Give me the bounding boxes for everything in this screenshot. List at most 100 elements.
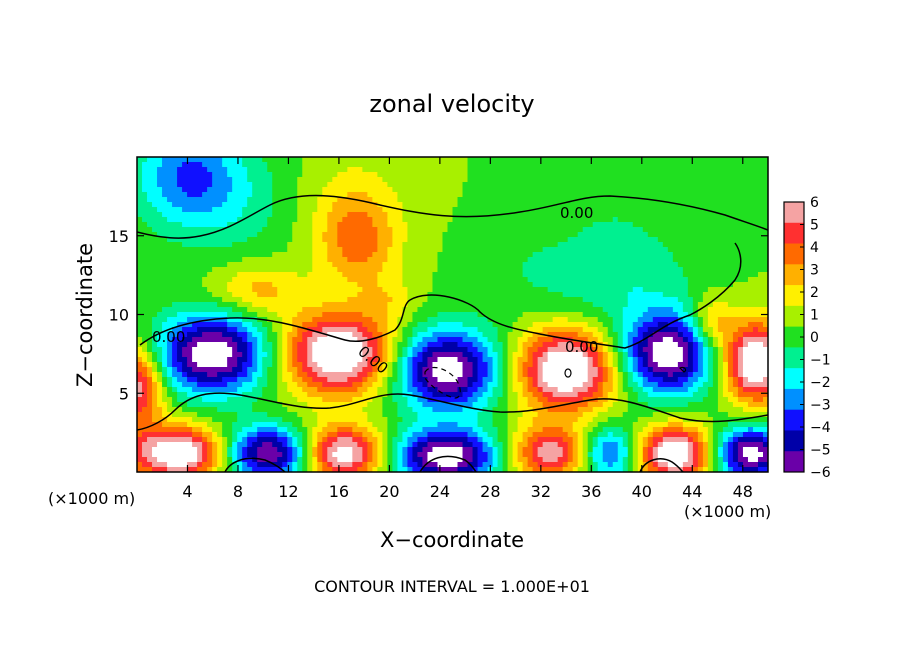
heat-cell — [607, 302, 614, 308]
heat-cell — [427, 302, 434, 308]
heat-cell — [437, 297, 444, 303]
heat-cell — [252, 207, 258, 213]
heat-cell — [167, 222, 173, 228]
heat-cell — [277, 262, 283, 268]
heat-cell — [477, 157, 484, 163]
heat-cell — [617, 297, 624, 303]
heat-cell — [152, 337, 158, 343]
heat-cell — [182, 272, 188, 278]
heat-cell — [162, 227, 168, 233]
heat-cell — [247, 327, 253, 333]
heat-cell — [277, 347, 283, 353]
heat-cell — [332, 227, 338, 233]
heat-cell — [392, 187, 399, 193]
heat-cell — [672, 202, 679, 208]
heat-cell — [207, 237, 213, 243]
heat-cell — [227, 282, 233, 288]
heat-cell — [352, 317, 358, 323]
heat-cell — [662, 162, 669, 168]
heat-cell — [467, 352, 474, 358]
heat-cell — [747, 292, 754, 298]
heat-cell — [382, 247, 388, 253]
heat-cell — [597, 297, 604, 303]
heat-cell — [427, 232, 434, 238]
heat-cell — [552, 287, 559, 293]
heat-cell — [417, 212, 424, 218]
heat-cell — [337, 242, 343, 248]
heat-cell — [512, 202, 519, 208]
heat-cell — [322, 232, 328, 238]
heat-cell — [662, 297, 669, 303]
heat-cell — [417, 182, 424, 188]
heat-cell — [157, 342, 163, 348]
heat-cell — [307, 322, 313, 328]
heat-cell — [297, 207, 303, 213]
heat-cell — [732, 162, 739, 168]
heat-cell — [662, 282, 669, 288]
heat-cell — [532, 327, 539, 333]
heat-cell — [562, 292, 569, 298]
heat-cell — [462, 252, 469, 258]
heat-cell — [562, 167, 569, 173]
heat-cell — [692, 262, 699, 268]
heat-cell — [582, 267, 589, 273]
heat-cell — [152, 342, 158, 348]
heat-cell — [327, 222, 333, 228]
heat-cell — [547, 342, 554, 348]
heat-cell — [522, 222, 529, 228]
heat-cell — [382, 292, 388, 298]
heat-cell — [382, 187, 388, 193]
heat-cell — [287, 347, 293, 353]
heat-cell — [177, 262, 183, 268]
heat-cell — [167, 312, 173, 318]
heat-cell — [712, 217, 719, 223]
heat-cell — [587, 267, 594, 273]
heat-cell — [292, 272, 298, 278]
heat-cell — [457, 262, 464, 268]
heat-cell — [672, 177, 679, 183]
heat-cell — [507, 337, 514, 343]
heat-cell — [207, 352, 213, 358]
heat-cell — [147, 172, 153, 178]
heat-cell — [442, 247, 449, 253]
heat-cell — [732, 342, 739, 348]
heat-cell — [587, 292, 594, 298]
heat-cell — [442, 162, 449, 168]
heat-cell — [317, 277, 323, 283]
heat-cell — [592, 277, 599, 283]
heat-cell — [632, 297, 639, 303]
heat-cell — [472, 272, 479, 278]
heat-cell — [397, 347, 404, 353]
heat-cell — [452, 322, 459, 328]
heat-cell — [387, 167, 394, 173]
heat-cell — [197, 277, 203, 283]
heat-cell — [642, 172, 649, 178]
heat-cell — [642, 262, 649, 268]
heat-cell — [432, 237, 439, 243]
heat-cell — [467, 222, 474, 228]
heat-cell — [147, 242, 153, 248]
heat-cell — [267, 262, 273, 268]
heat-cell — [612, 312, 619, 318]
heat-cell — [327, 297, 333, 303]
heat-cell — [332, 247, 338, 253]
heat-cell — [537, 262, 544, 268]
heat-cell — [307, 282, 313, 288]
heat-cell — [232, 297, 238, 303]
heat-cell — [282, 292, 288, 298]
heat-cell — [547, 347, 554, 353]
heat-cell — [342, 177, 348, 183]
heat-cell — [532, 202, 539, 208]
heat-cell — [342, 272, 348, 278]
heat-cell — [272, 247, 278, 253]
heat-cell — [622, 322, 629, 328]
heat-cell — [652, 327, 659, 333]
heat-cell — [472, 207, 479, 213]
heat-cell — [302, 282, 308, 288]
heat-cell — [477, 282, 484, 288]
heat-cell — [457, 312, 464, 318]
heat-cell — [647, 317, 654, 323]
heat-cell — [232, 172, 238, 178]
heat-cell — [317, 302, 323, 308]
heat-cell — [622, 262, 629, 268]
